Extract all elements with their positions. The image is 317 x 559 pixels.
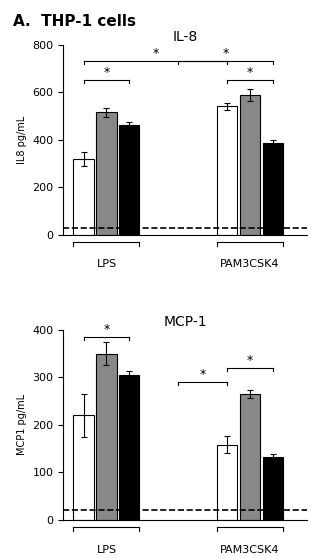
Y-axis label: MCP1 pg/mL: MCP1 pg/mL [17, 394, 27, 456]
Text: *: * [247, 67, 253, 79]
Title: MCP-1: MCP-1 [164, 315, 207, 329]
Bar [263, 143, 283, 235]
Text: A.  THP-1 cells: A. THP-1 cells [13, 14, 136, 29]
Bar [240, 394, 260, 520]
Text: *: * [223, 48, 229, 60]
Text: LPS: LPS [96, 544, 117, 555]
Bar [96, 112, 117, 235]
Bar [96, 353, 117, 520]
Text: PAM3CSK4: PAM3CSK4 [220, 259, 280, 269]
Bar [120, 126, 139, 235]
Bar [240, 94, 260, 235]
Bar [217, 445, 237, 520]
Text: *: * [247, 354, 253, 367]
Bar [74, 415, 94, 520]
Bar [217, 106, 237, 235]
Text: *: * [103, 323, 110, 336]
Y-axis label: IL8 pg/mL: IL8 pg/mL [17, 116, 27, 164]
Text: *: * [103, 67, 110, 79]
Title: IL-8: IL-8 [173, 30, 198, 44]
Text: PAM3CSK4: PAM3CSK4 [220, 544, 280, 555]
Text: LPS: LPS [96, 259, 117, 269]
Text: *: * [199, 368, 206, 381]
Bar [120, 375, 139, 520]
Bar [74, 159, 94, 235]
Bar [263, 457, 283, 520]
Text: *: * [152, 48, 158, 60]
